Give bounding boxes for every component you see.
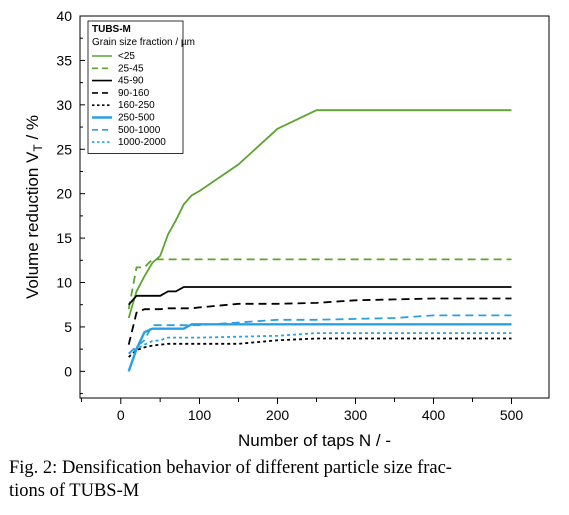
y-tick-label: 0 (64, 363, 72, 379)
legend-label: 250-500 (118, 113, 155, 124)
series-line (128, 286, 512, 306)
legend-label: <25 (118, 51, 135, 62)
x-tick-label: 300 (344, 407, 368, 423)
series-line (128, 314, 512, 355)
plot-frame (79, 15, 550, 399)
y-tick-label: 15 (56, 230, 72, 246)
y-axis-title: Volume reduction VT / % (23, 115, 45, 299)
series-line (127, 109, 512, 319)
y-axis-title-main: Volume reduction V (23, 151, 42, 299)
legend-label: 45-90 (118, 76, 144, 87)
x-tick-label: 0 (117, 407, 125, 423)
caption-line-2: tions of TUBS-M (9, 481, 140, 501)
y-tick-label: 10 (56, 275, 72, 291)
y-tick-label: 25 (56, 141, 72, 157)
caption-line-1: Fig. 2: Densification behavior of differ… (9, 458, 452, 478)
x-tick-label: 400 (422, 407, 446, 423)
legend-title: TUBS-M (92, 24, 131, 35)
y-tick-label: 20 (56, 186, 72, 202)
series-line (128, 337, 512, 358)
legend-subtitle: Grain size fraction / µm (92, 37, 195, 48)
y-tick-label: 5 (64, 319, 72, 335)
y-axis-title-unit: / % (23, 115, 42, 144)
x-tick-label: 200 (266, 407, 290, 423)
x-tick-label: 100 (188, 407, 212, 423)
legend-label: 1000-2000 (118, 137, 166, 148)
x-axis-title: Number of taps N / - (238, 431, 391, 450)
y-tick-label: 30 (56, 97, 72, 113)
legend-label: 160-250 (118, 100, 155, 111)
legend-box (87, 20, 184, 154)
legend-label: 90-160 (118, 88, 150, 99)
series-line (127, 323, 512, 372)
series-layer (127, 109, 512, 372)
legend-label: 500-1000 (118, 125, 161, 136)
y-tick-label: 40 (56, 8, 72, 24)
figure-caption: Fig. 2: Densification behavior of differ… (9, 457, 561, 503)
legend: TUBS-M Grain size fraction / µm <2525-45… (87, 20, 195, 154)
series-line (127, 258, 512, 310)
legend-label: 25-45 (118, 63, 144, 74)
series-line (127, 297, 512, 345)
y-tick-label: 35 (56, 52, 72, 68)
y-axis-title-subscript: T (31, 144, 45, 152)
x-tick-label: 500 (500, 407, 524, 423)
